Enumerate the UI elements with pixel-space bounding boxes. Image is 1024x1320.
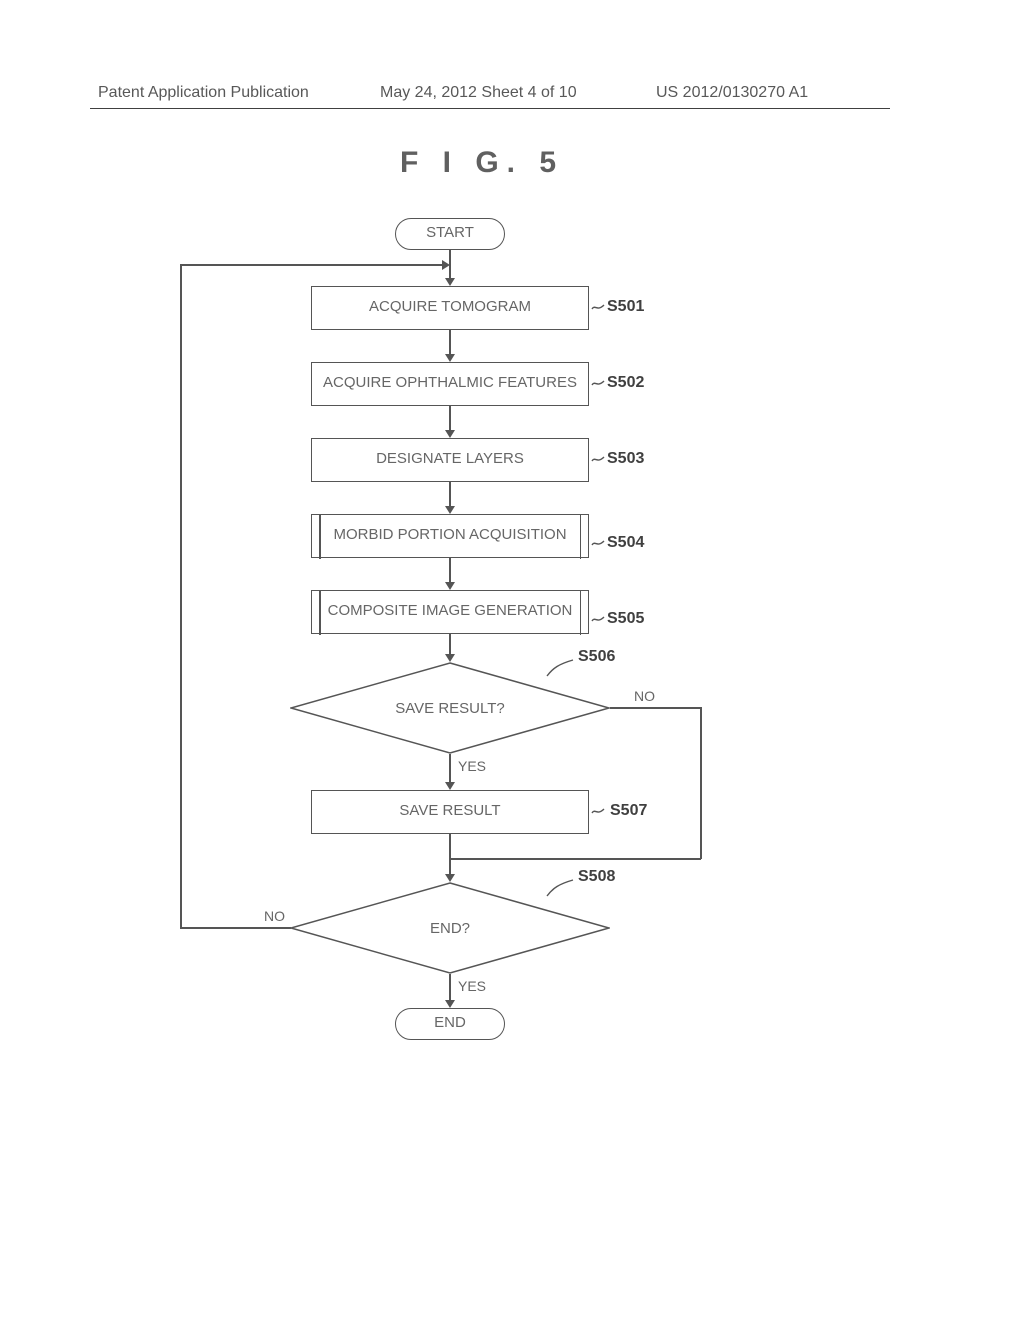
leader-line [545,876,575,898]
node-s501: ACQUIRE TOMOGRAM [311,286,589,330]
leader-tilde-icon [591,536,605,550]
node-s504: MORBID PORTION ACQUISITION [311,514,589,558]
arrowhead-down-icon [445,654,455,662]
edge-label-yes: YES [458,758,486,774]
edge [449,974,451,1000]
figure-title: F I G. 5 [400,146,564,180]
step-label-s502: S502 [607,374,644,392]
edge-label-no: NO [634,688,655,704]
edge [700,707,702,859]
arrowhead-down-icon [445,354,455,362]
header-date-sheet: May 24, 2012 Sheet 4 of 10 [380,84,577,102]
leader-tilde-icon [591,452,605,466]
node-end: END [395,1008,505,1040]
node-s502: ACQUIRE OPHTHALMIC FEATURES [311,362,589,406]
leader-line [545,656,575,678]
step-label-s506: S506 [578,648,615,666]
leader-tilde-icon [591,376,605,390]
edge [180,264,442,266]
step-label-s508: S508 [578,868,615,886]
node-s503: DESIGNATE LAYERS [311,438,589,482]
node-s507: SAVE RESULT [311,790,589,834]
step-label-s501: S501 [607,298,644,316]
edge-label-no: NO [264,908,285,924]
node-s505: COMPOSITE IMAGE GENERATION [311,590,589,634]
step-label-s503: S503 [607,450,644,468]
arrowhead-down-icon [445,1000,455,1008]
edge [449,330,451,354]
edge [449,558,451,582]
arrowhead-down-icon [445,506,455,514]
node-start: START [395,218,505,250]
edge [449,406,451,430]
arrowhead-down-icon [445,782,455,790]
arrowhead-down-icon [445,278,455,286]
header-pub-number: US 2012/0130270 A1 [656,84,808,102]
step-label-s505: S505 [607,610,644,628]
arrowhead-down-icon [445,582,455,590]
leader-tilde-icon [591,804,605,818]
edge [180,264,182,928]
edge [449,834,451,874]
arrowhead-right-icon [442,260,450,270]
header-divider [90,108,890,109]
edge [450,858,701,860]
arrowhead-down-icon [445,874,455,882]
edge [449,482,451,506]
leader-tilde-icon [591,300,605,314]
edge-label-yes: YES [458,978,486,994]
flowchart: START ACQUIRE TOMOGRAM S501 ACQUIRE OPHT… [0,200,1024,1160]
step-label-s504: S504 [607,534,644,552]
edge [449,754,451,782]
edge [180,927,291,929]
arrowhead-down-icon [445,430,455,438]
step-label-s507: S507 [610,802,647,820]
leader-tilde-icon [591,612,605,626]
edge [610,707,702,709]
edge [449,634,451,654]
header-publication: Patent Application Publication [98,84,309,102]
